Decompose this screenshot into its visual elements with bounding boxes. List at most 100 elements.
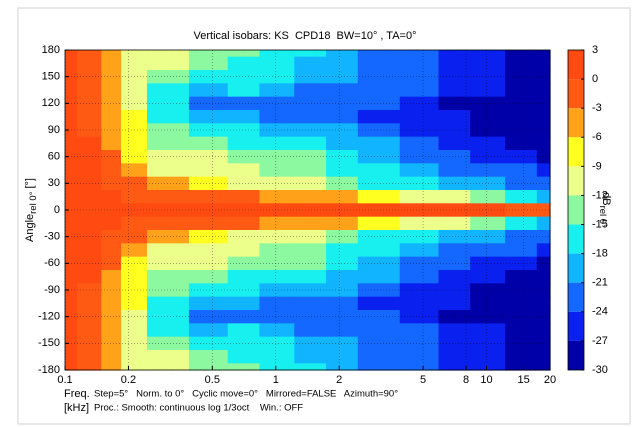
contour-cell [188,136,229,151]
contour-cell [188,50,229,58]
contour-cell [470,163,506,178]
contour-cell [101,243,122,258]
contour-cell [259,323,295,338]
colorbar-tick-label: -24 [592,306,608,318]
contour-cell [294,270,327,284]
contour-cell [101,270,122,284]
contour-cell [147,283,190,298]
contour-cell [357,230,401,244]
contour-cell [294,310,327,324]
contour-cell [536,176,551,191]
contour-cell [259,70,295,84]
y-axis-label: Anglerel 0° [°] [24,178,39,242]
contour-cell [470,256,506,271]
contour-cell [438,163,471,178]
contour-cell [121,363,148,371]
contour-cell [438,83,471,98]
contour-cell [121,216,148,231]
contour-cell [536,323,551,338]
colorbar-label-main: dB [600,192,612,205]
contour-cell [357,56,401,71]
contour-cell [77,296,102,311]
contour-cell [470,216,506,231]
contour-cell [536,270,551,284]
y-tick-label: 30 [48,177,60,189]
contour-cell [326,216,359,231]
contour-cell [505,83,538,98]
contour-cell [294,190,327,204]
contour-cell [438,136,471,151]
contour-cell [438,50,471,58]
contour-cell [101,123,122,138]
contour-cell [121,270,148,284]
contour-cell [65,310,78,324]
contour-cell [438,270,471,284]
contour-cell [357,243,401,258]
contour-cell [147,96,190,111]
contour-cell [294,336,327,351]
contour-cell [227,56,261,71]
contour-cell [357,163,401,178]
contour-cell [357,296,401,311]
contour-cell [326,283,359,298]
contour-cell [438,256,471,271]
contour-cell [188,96,229,111]
contour-cell [294,283,327,298]
contour-cell [77,163,102,178]
contour-cell [438,56,471,71]
contour-cell [505,190,538,204]
contour-cell [294,176,327,191]
contour-cell [294,96,327,111]
y-tick-label: 60 [48,151,60,163]
colorbar-tick-label: -9 [592,160,602,172]
contour-cell [294,136,327,151]
x-tick-label: 8 [463,374,469,386]
contour-cell [536,296,551,311]
contour-cell [121,83,148,98]
contour-cell [188,283,229,298]
contour-cell [326,256,359,271]
contour-cell [227,336,261,351]
contour-cell [101,230,122,244]
contour-cell [65,350,78,364]
contour-cell [399,83,440,98]
contour-cell [536,83,551,98]
contour-cell [536,56,551,71]
contour-cell [101,350,122,364]
chart-title: Vertical isobars: KS CPD18 BW=10° , TA=0… [194,30,417,42]
contour-cell [188,56,229,71]
contour-cell [147,70,190,84]
contour-cell [399,110,440,124]
contour-cell [438,363,471,371]
contour-cell [259,216,295,231]
contour-cell [326,190,359,204]
contour-cell [227,283,261,298]
contour-cell [294,230,327,244]
contour-cell [121,310,148,324]
contour-cell [77,110,102,124]
contour-cell [326,123,359,138]
contour-cell [188,243,229,258]
colorbar-tick-label: -6 [592,131,602,143]
contour-cell [188,310,229,324]
colorbar-tick-label: -3 [592,102,602,114]
contour-cell [259,230,295,244]
contour-cell [227,50,261,58]
contour-cell [259,150,295,164]
contour-cell [399,363,440,371]
contour-cell [399,270,440,284]
contour-cell [326,176,359,191]
contour-cell [101,310,122,324]
colorbar-tick-label: -21 [592,277,608,289]
contour-cell [121,163,148,178]
contour-cell [147,310,190,324]
contour-cell [536,310,551,324]
contour-cell [470,150,506,164]
contour-cell [326,83,359,98]
contour-cell [505,50,538,58]
contour-cell [399,70,440,84]
contour-cell [101,256,122,271]
contour-cell [188,296,229,311]
contour-cell [470,363,506,371]
contour-cell [399,310,440,324]
